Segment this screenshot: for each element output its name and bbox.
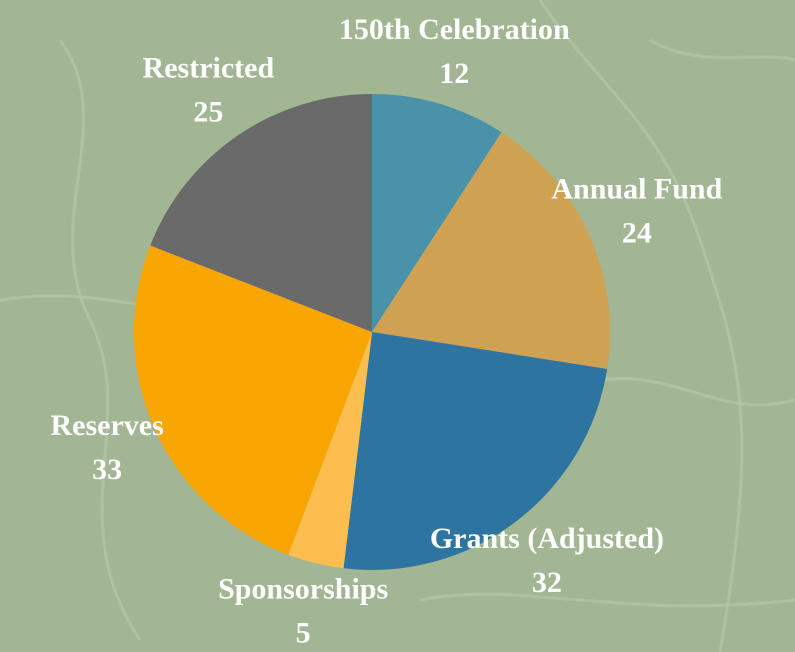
slice-value: 24 [622, 217, 652, 250]
slice-value: 5 [296, 617, 311, 650]
pie-slice [343, 332, 608, 570]
slice-label: Reserves [51, 409, 164, 442]
pie-slice [133, 245, 372, 555]
slice-value: 12 [439, 57, 469, 90]
pie-slice [372, 132, 611, 369]
pie-slice [150, 94, 372, 332]
slice-label: 150th Celebration [339, 13, 570, 46]
slice-label: Annual Fund [551, 173, 722, 206]
slice-value: 33 [92, 453, 122, 486]
slice-label: Grants (Adjusted) [430, 522, 664, 555]
slice-value: 25 [193, 95, 223, 128]
slice-value: 32 [532, 566, 562, 599]
slice-label: Sponsorships [218, 573, 388, 606]
pie-slice [288, 332, 372, 569]
slice-label: Restricted [143, 51, 275, 84]
pie-slice [372, 94, 502, 332]
